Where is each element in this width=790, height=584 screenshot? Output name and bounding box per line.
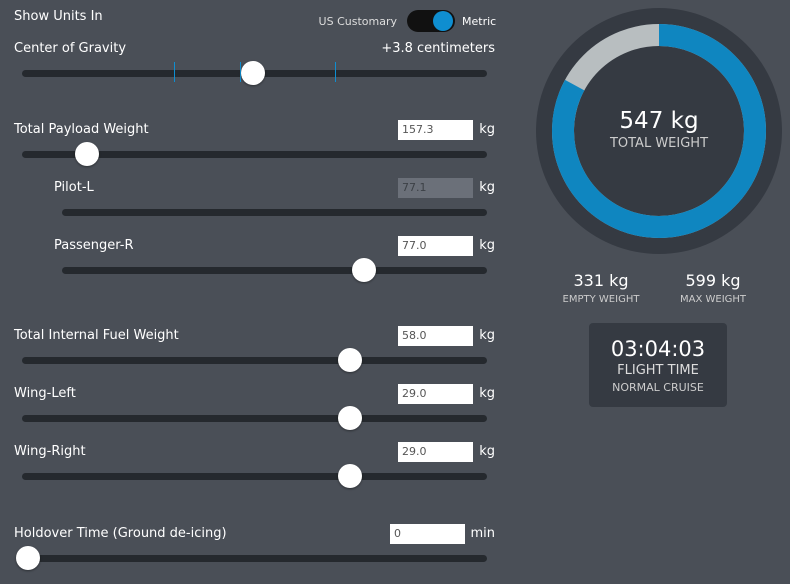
field-label: Total Payload Weight [14,122,149,137]
slider-track[interactable] [62,267,487,274]
cog-value: +3.8 centimeters [381,41,495,56]
slider-thumb[interactable] [338,406,362,430]
field-unit: kg [479,238,495,253]
slider-track[interactable] [22,415,487,422]
field-input[interactable]: 29.0 [398,442,473,462]
units-option[interactable]: US Customary [318,15,397,28]
field-label: Total Internal Fuel Weight [14,328,179,343]
cog-limit [240,62,241,82]
slider-track[interactable] [22,473,487,480]
field-label: Passenger-R [54,238,134,253]
slider-track[interactable] [62,209,487,216]
field-unit: min [470,526,495,541]
field-unit: kg [479,444,495,459]
slider-thumb[interactable] [338,464,362,488]
cog-limit [335,62,336,82]
slider-track[interactable] [22,555,487,562]
units-option[interactable]: Metric [462,15,497,28]
cog-limit [174,62,175,82]
slider-track[interactable] [22,151,487,158]
field-label: Wing-Left [14,386,76,401]
cog-label: Center of Gravity [14,41,127,56]
slider-track[interactable] [22,357,487,364]
field-input[interactable]: 157.3 [398,120,473,140]
field-unit: kg [479,180,495,195]
empty-weight-label: EMPTY WEIGHT [562,294,640,305]
field-input[interactable]: 0 [390,524,465,544]
flight-time: 03:04:03 [610,337,706,361]
max-weight: 599 kg [685,271,741,290]
total-weight: 547 kg [619,108,699,134]
flight-mode: NORMAL CRUISE [612,381,704,394]
slider-thumb[interactable] [338,348,362,372]
total-weight-label: TOTAL WEIGHT [609,136,709,151]
field-input: 77.1 [398,178,473,198]
field-label: Holdover Time (Ground de-icing) [14,526,227,541]
slider-thumb[interactable] [75,142,99,166]
units-toggle[interactable] [407,10,455,32]
units-label: Show Units In [14,9,103,24]
flight-time-box: 03:04:03 FLIGHT TIME NORMAL CRUISE [589,323,727,407]
field-input[interactable]: 58.0 [398,326,473,346]
field-unit: kg [479,122,495,137]
slider-thumb[interactable] [16,546,40,570]
flight-time-label: FLIGHT TIME [617,363,699,378]
field-input[interactable]: 77.0 [398,236,473,256]
slider-thumb[interactable] [352,258,376,282]
field-label: Pilot-L [54,180,94,195]
field-unit: kg [479,328,495,343]
max-weight-label: MAX WEIGHT [679,294,747,305]
field-label: Wing-Right [14,444,86,459]
field-input[interactable]: 29.0 [398,384,473,404]
empty-weight: 331 kg [573,271,629,290]
slider-thumb[interactable] [241,61,265,85]
field-unit: kg [479,386,495,401]
